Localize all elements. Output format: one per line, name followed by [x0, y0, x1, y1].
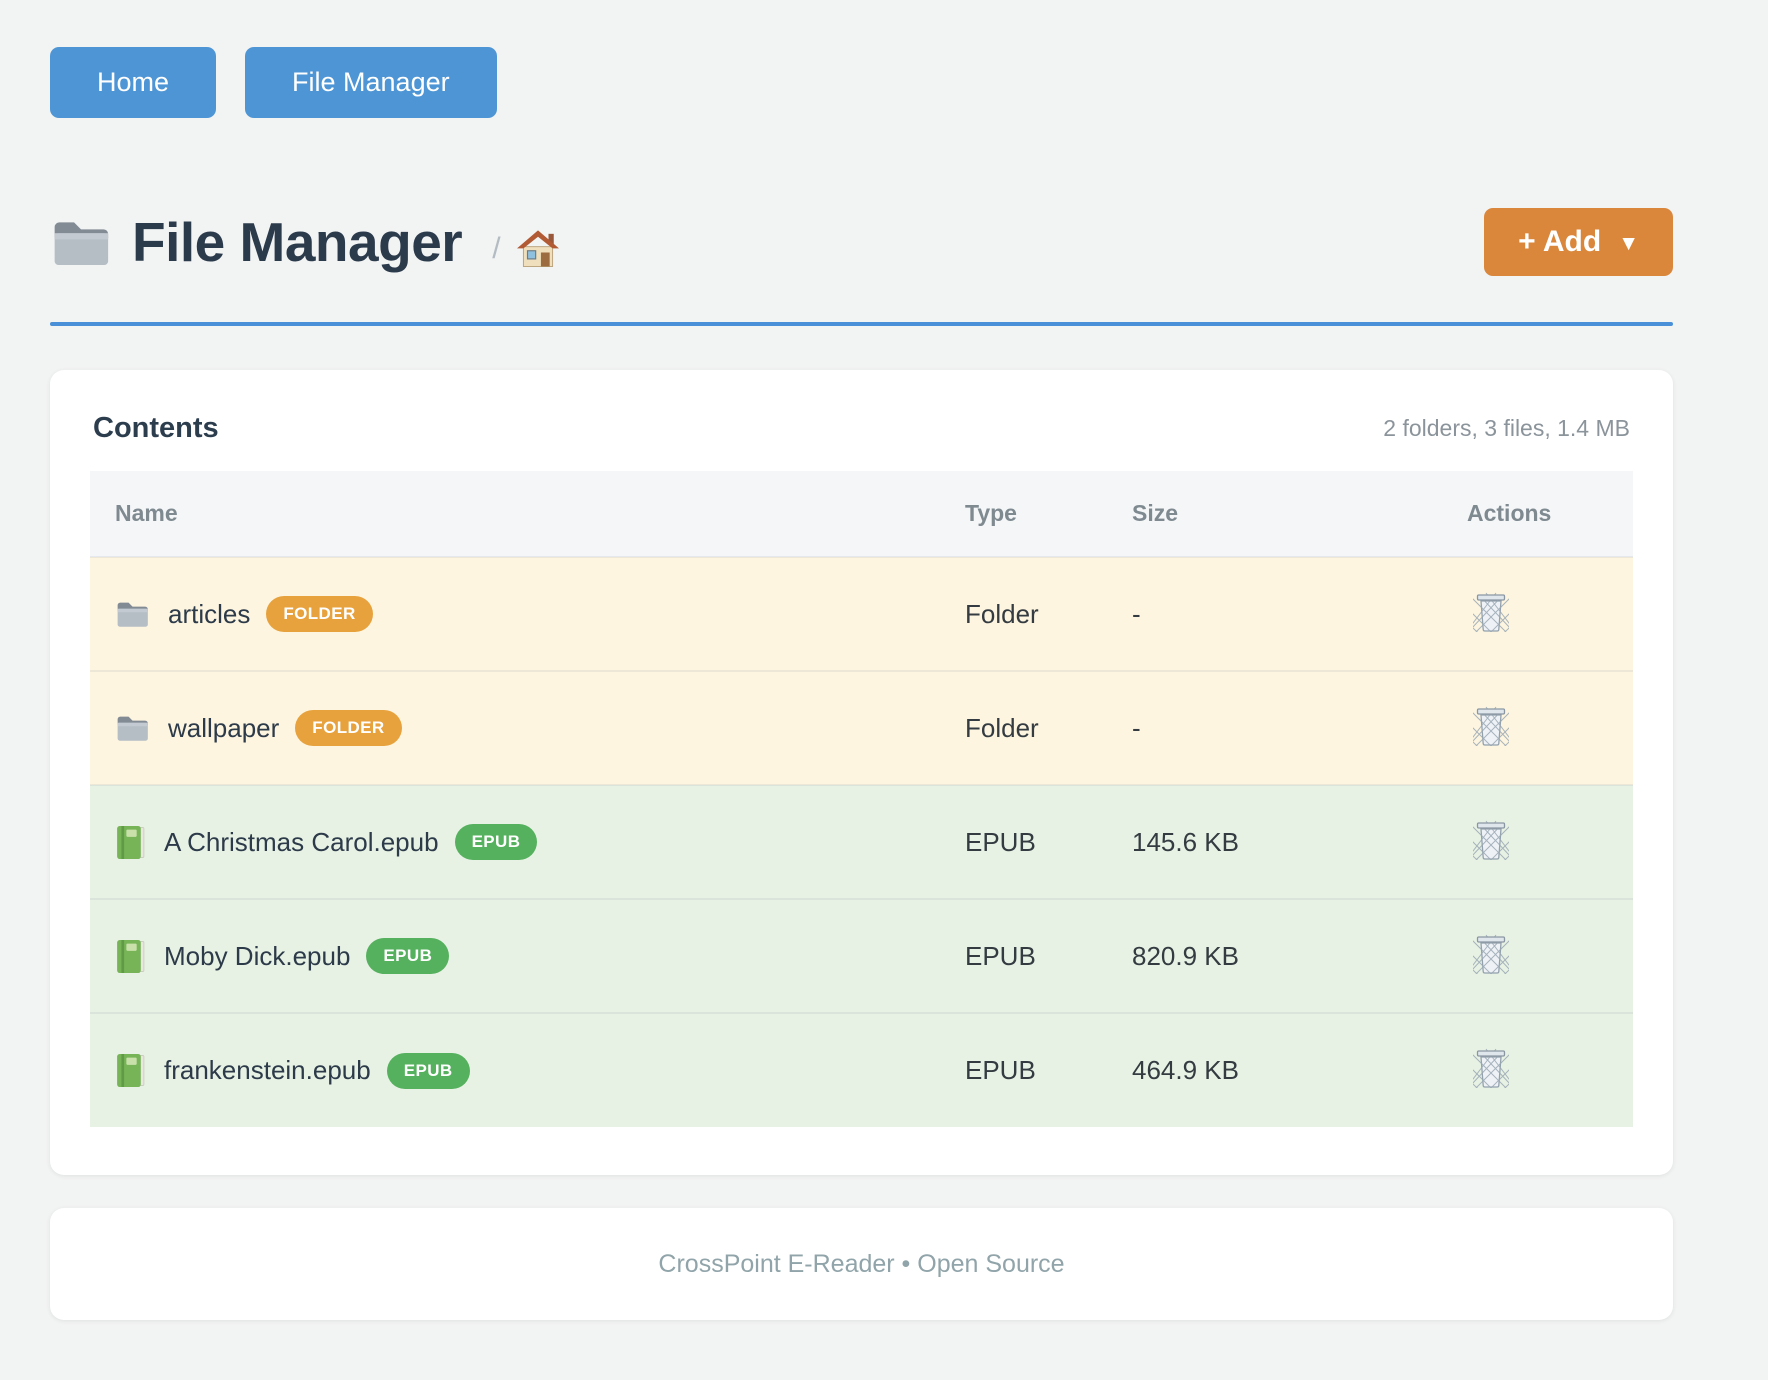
home-icon[interactable]	[517, 229, 559, 269]
delete-button[interactable]	[1473, 820, 1509, 863]
type-cell: EPUB	[965, 1055, 1036, 1085]
table-row: articles FOLDER Folder -	[90, 557, 1633, 671]
title-divider	[50, 322, 1673, 326]
folder-icon	[50, 216, 112, 269]
top-nav: Home File Manager	[50, 47, 1673, 118]
trash-icon	[1473, 820, 1509, 863]
footer-card: CrossPoint E-Reader • Open Source	[50, 1208, 1673, 1320]
folder-icon	[115, 713, 150, 743]
type-cell: EPUB	[965, 826, 1036, 857]
trash-icon	[1473, 934, 1509, 977]
column-header-actions: Actions	[1457, 471, 1633, 557]
size-cell: -	[1132, 598, 1141, 629]
column-header-type: Type	[965, 471, 1132, 557]
file-name-link[interactable]: Moby Dick.epub	[164, 940, 351, 971]
type-cell: EPUB	[965, 940, 1036, 971]
delete-button[interactable]	[1473, 706, 1509, 749]
file-name-link[interactable]: articles	[168, 598, 251, 629]
type-cell: Folder	[965, 712, 1039, 743]
page-header: File Manager / + Add ▼	[50, 208, 1673, 276]
column-header-name: Name	[90, 471, 965, 557]
page-title: File Manager	[132, 211, 463, 273]
book-icon	[115, 1053, 146, 1088]
size-cell: -	[1132, 712, 1141, 743]
table-header-row: Name Type Size Actions	[90, 471, 1633, 557]
table-row: wallpaper FOLDER Folder -	[90, 671, 1633, 785]
book-icon	[115, 825, 146, 860]
epub-badge: EPUB	[454, 824, 538, 860]
delete-button[interactable]	[1473, 934, 1509, 977]
contents-summary: 2 folders, 3 files, 1.4 MB	[1383, 415, 1630, 441]
column-header-size: Size	[1132, 471, 1457, 557]
size-cell: 145.6 KB	[1132, 826, 1239, 857]
size-cell: 464.9 KB	[1132, 1055, 1239, 1085]
size-cell: 820.9 KB	[1132, 940, 1239, 971]
file-table: Name Type Size Actions articles FOLDER	[90, 471, 1633, 1127]
contents-card: Contents 2 folders, 3 files, 1.4 MB Name…	[50, 370, 1673, 1175]
folder-icon	[115, 599, 150, 629]
contents-card-header: Contents 2 folders, 3 files, 1.4 MB	[90, 412, 1633, 445]
title-group: File Manager /	[50, 210, 559, 274]
nav-button-file-manager[interactable]: File Manager	[245, 47, 497, 118]
contents-title: Contents	[93, 412, 219, 444]
file-name-link[interactable]: wallpaper	[168, 712, 280, 743]
table-row: Moby Dick.epub EPUB EPUB 820.9 KB	[90, 899, 1633, 1013]
type-cell: Folder	[965, 598, 1039, 629]
table-row: A Christmas Carol.epub EPUB EPUB 145.6 K…	[90, 785, 1633, 899]
book-icon	[115, 939, 146, 974]
delete-button[interactable]	[1473, 1048, 1509, 1091]
footer-text: CrossPoint E-Reader • Open Source	[658, 1249, 1065, 1278]
file-name-link[interactable]: A Christmas Carol.epub	[164, 826, 439, 857]
file-manager-page: Home File Manager File Manager / + Add ▼…	[50, 0, 1673, 1320]
trash-icon	[1473, 706, 1509, 749]
add-button[interactable]: + Add ▼	[1484, 208, 1673, 276]
epub-badge: EPUB	[386, 1052, 470, 1089]
trash-icon	[1473, 1048, 1509, 1091]
file-name-link[interactable]: frankenstein.epub	[164, 1055, 371, 1085]
folder-badge: FOLDER	[266, 596, 373, 632]
trash-icon	[1473, 592, 1509, 635]
table-row: frankenstein.epub EPUB EPUB 464.9 KB	[90, 1013, 1633, 1127]
folder-badge: FOLDER	[295, 710, 402, 746]
delete-button[interactable]	[1473, 592, 1509, 635]
add-button-label: + Add	[1518, 225, 1602, 258]
chevron-down-icon: ▼	[1618, 231, 1639, 255]
nav-button-home[interactable]: Home	[50, 47, 217, 118]
epub-badge: EPUB	[366, 938, 450, 974]
breadcrumb-separator: /	[492, 232, 501, 265]
